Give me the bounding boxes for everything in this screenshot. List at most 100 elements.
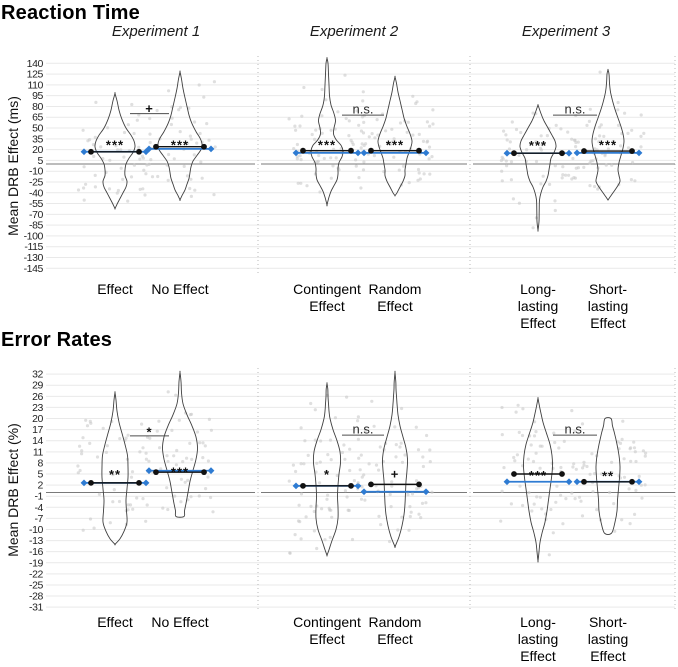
scatter-point — [357, 456, 361, 460]
scatter-point — [186, 478, 190, 482]
scatter-point — [304, 515, 308, 519]
scatter-point — [318, 481, 322, 485]
scatter-point — [82, 165, 86, 169]
violin-sig-label: *** — [386, 137, 404, 152]
scatter-point — [414, 479, 419, 483]
y-tick-label: 95 — [32, 90, 43, 102]
scatter-point — [545, 134, 550, 138]
scatter-point — [108, 158, 112, 162]
ci-blue-diamond — [565, 478, 573, 486]
scatter-point — [514, 410, 518, 414]
y-axis-label-pct: Mean DRB Effect (%) — [5, 423, 21, 557]
comparison-label: n.s. — [565, 101, 586, 116]
y-tick-label: 11 — [33, 446, 44, 458]
ci-blue-diamond — [80, 479, 88, 487]
violin-outline — [591, 68, 625, 201]
panel-subtitle: Experiment 3 — [522, 23, 611, 40]
scatter-point — [622, 475, 627, 479]
scatter-point — [340, 450, 345, 455]
scatter-point — [399, 441, 403, 445]
scatter-point — [626, 146, 631, 150]
scatter-point — [628, 522, 632, 526]
scatter-point — [531, 459, 536, 464]
scatter-points — [499, 403, 577, 557]
scatter-point — [512, 455, 516, 460]
scatter-point — [132, 131, 136, 136]
scatter-point — [178, 105, 183, 109]
scatter-point — [189, 495, 193, 499]
scatter-point — [541, 174, 545, 178]
scatter-point — [593, 472, 597, 476]
scatter-point — [564, 497, 568, 501]
scatter-point — [324, 98, 328, 102]
scatter-point — [355, 109, 359, 113]
scatter-point — [84, 182, 88, 186]
scatter-point — [507, 147, 511, 151]
scatter-point — [296, 519, 301, 523]
scatter-point — [182, 164, 186, 168]
scatter-point — [597, 140, 601, 144]
panel-row-error-rates: 3229262320171411852-1-4-7-10-13-16-19-22… — [29, 368, 676, 664]
experiment-panel: Experiment 1 *** Effect *** No Effect + — [76, 23, 217, 297]
scatter-point — [299, 181, 303, 185]
y-tick-label: 29 — [32, 380, 43, 392]
mean-black-dot — [300, 147, 306, 154]
scatter-point — [148, 116, 152, 121]
category-label: Effect — [97, 614, 133, 630]
scatter-point — [619, 144, 623, 148]
scatter-point — [644, 451, 648, 455]
scatter-point — [428, 124, 432, 128]
category-label: No Effect — [151, 281, 208, 297]
scatter-point — [642, 131, 646, 135]
scatter-point — [633, 512, 637, 517]
ci-blue-diamond — [360, 488, 368, 496]
scatter-point — [118, 437, 122, 441]
violin-group: *** — [287, 57, 366, 207]
scatter-point — [175, 448, 179, 453]
scatter-point — [80, 449, 84, 453]
scatter-point — [315, 461, 319, 465]
scatter-point — [580, 422, 585, 426]
scatter-point — [326, 453, 330, 457]
scatter-point — [509, 160, 514, 164]
scatter-point — [335, 473, 339, 478]
comparison-label: + — [145, 101, 154, 116]
scatter-point — [148, 132, 152, 136]
scatter-point — [415, 487, 419, 491]
scatter-point — [526, 457, 530, 461]
scatter-point — [582, 165, 586, 169]
ci-blue-diamond — [422, 149, 430, 157]
scatter-point — [393, 425, 397, 429]
scatter-point — [314, 128, 318, 132]
scatter-point — [553, 164, 557, 168]
scatter-point — [515, 453, 520, 457]
violin-sig-label: *** — [318, 137, 336, 152]
scatter-point — [362, 120, 366, 124]
scatter-point — [500, 179, 504, 183]
scatter-point — [166, 459, 170, 464]
scatter-point — [392, 137, 396, 141]
category-label: No Effect — [151, 614, 208, 630]
y-tick-label: 65 — [32, 112, 43, 124]
scatter-point — [343, 489, 347, 493]
scatter-point — [510, 120, 514, 124]
scatter-point — [360, 485, 364, 489]
scatter-point — [81, 128, 85, 132]
mean-black-dot — [348, 482, 354, 489]
mean-black-dot — [629, 148, 635, 154]
y-tick-label: 23 — [32, 402, 43, 414]
scatter-point — [155, 108, 159, 113]
scatter-point — [101, 426, 105, 430]
scatter-point — [313, 408, 317, 412]
scatter-point — [185, 174, 190, 178]
y-tick-label: -145 — [24, 263, 44, 275]
scatter-point — [111, 473, 115, 477]
scatter-point — [540, 507, 544, 511]
scatter-point — [179, 477, 183, 481]
scatter-point — [367, 462, 371, 466]
violin-sig-label: *** — [529, 468, 547, 483]
scatter-point — [177, 108, 181, 112]
category-label: Long-lasting Effect — [518, 614, 558, 664]
scatter-point — [559, 127, 563, 131]
y-tick-label: -130 — [24, 252, 44, 264]
